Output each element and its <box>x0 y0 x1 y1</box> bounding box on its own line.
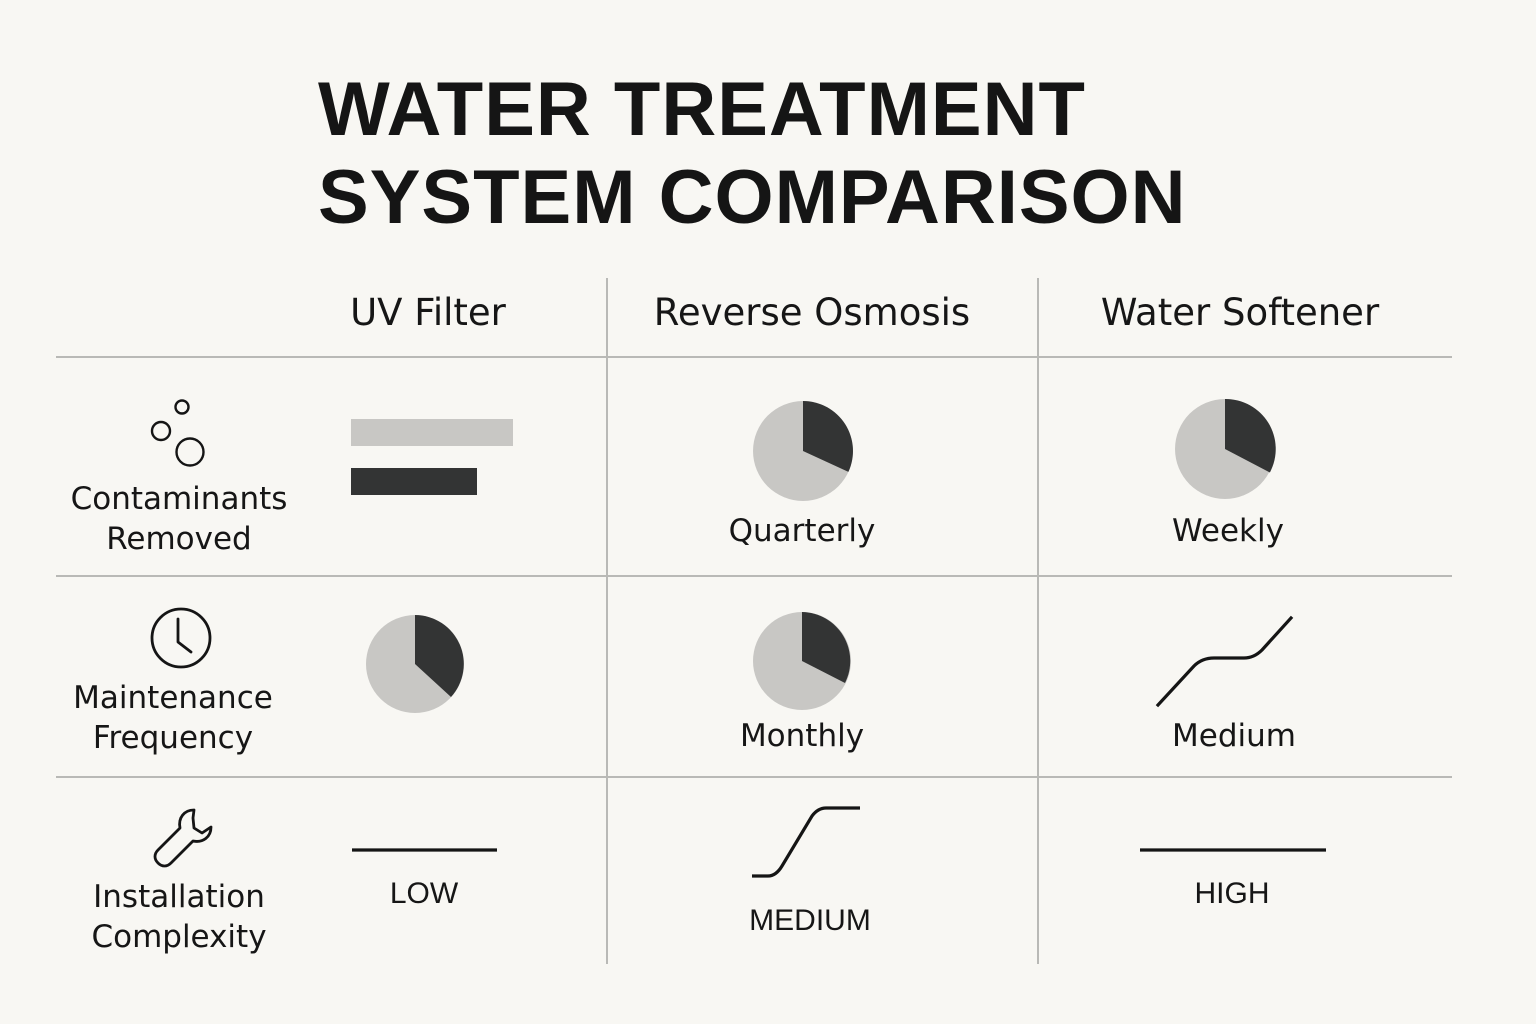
column-header-water-softener: Water Softener <box>1100 291 1380 334</box>
grid-divider-header <box>56 356 1452 358</box>
softener-contaminants-pie <box>1175 399 1276 499</box>
uv-flat-line-icon <box>352 848 497 852</box>
row-label-contaminants-removed: Contaminants Removed <box>70 481 288 557</box>
bubbles-icon <box>150 399 205 467</box>
softener-rising-line-icon <box>1155 615 1294 708</box>
ro-installation-label: MEDIUM <box>749 904 871 937</box>
ro-contaminants-label: Quarterly <box>728 513 876 549</box>
grid-divider-vertical-2 <box>1037 278 1039 964</box>
softener-maintenance-label: Medium <box>1172 718 1296 754</box>
ro-contaminants-pie <box>753 401 853 501</box>
ro-maintenance-label: Monthly <box>739 718 865 754</box>
grid-divider-row-1 <box>56 575 1452 577</box>
title-line-1: WATER TREATMENT <box>318 67 1086 152</box>
grid-divider-row-2 <box>56 776 1452 778</box>
softener-contaminants-label: Weekly <box>1172 513 1284 549</box>
uv-dark-bar <box>351 468 477 495</box>
page-title: WATER TREATMENT SYSTEM COMPARISON <box>318 66 1187 242</box>
column-header-uv-filter: UV Filter <box>350 291 506 334</box>
row-label-maintenance-frequency: Maintenance Frequency <box>73 680 273 756</box>
column-header-reverse-osmosis: Reverse Osmosis <box>653 291 971 334</box>
title-line-2: SYSTEM COMPARISON <box>318 155 1187 240</box>
wrench-icon <box>153 808 213 868</box>
row-label-installation-complexity: Installation Complexity <box>91 879 267 955</box>
softener-installation-label: HIGH <box>1194 877 1270 910</box>
clock-icon <box>150 607 212 669</box>
uv-installation-label: LOW <box>389 877 459 910</box>
softener-flat-line-icon <box>1140 848 1326 852</box>
uv-light-bar <box>351 419 513 446</box>
ro-maintenance-pie <box>753 612 851 710</box>
ro-s-curve-line-icon <box>752 806 860 878</box>
uv-maintenance-pie <box>366 615 464 713</box>
grid-divider-vertical-1 <box>606 278 608 964</box>
